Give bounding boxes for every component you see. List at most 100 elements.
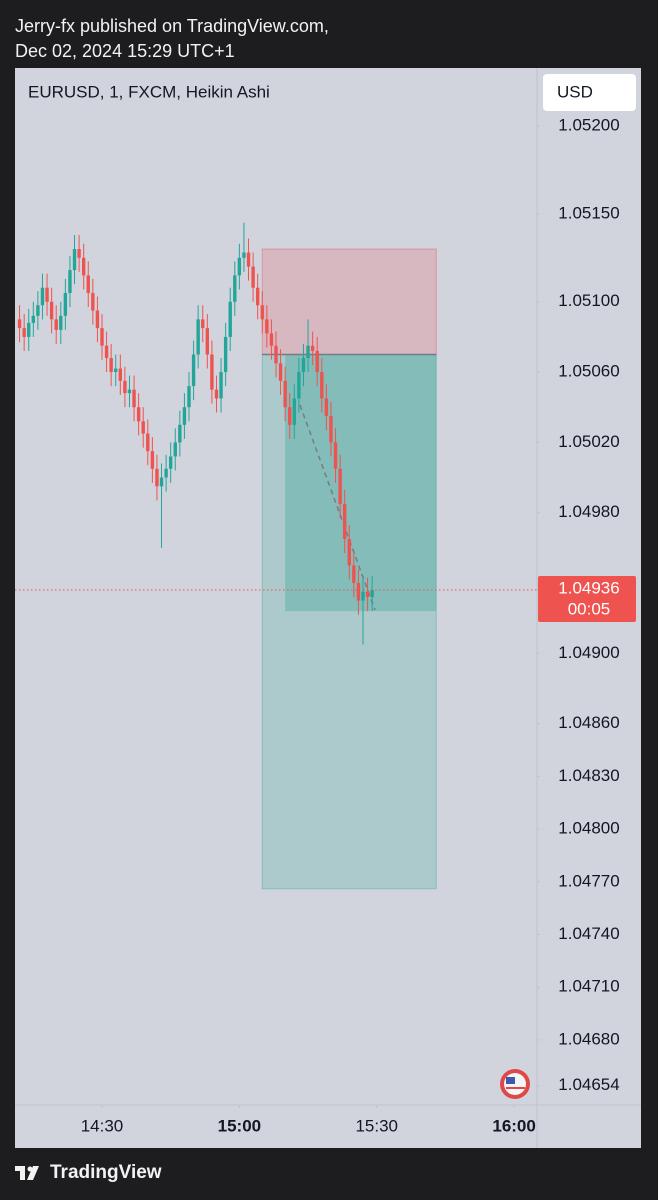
candle-body — [297, 372, 301, 399]
candle — [219, 358, 223, 413]
y-tick-label: 1.04740 — [558, 924, 619, 943]
candle — [68, 256, 72, 308]
y-tick-label: 1.04900 — [558, 643, 619, 662]
candle — [114, 354, 118, 387]
candle — [283, 366, 287, 422]
candle — [352, 551, 356, 598]
candle — [132, 375, 136, 422]
candle — [205, 314, 210, 369]
candle-body — [17, 319, 22, 329]
footer-logo — [15, 1166, 39, 1180]
x-tick-label: 15:00 — [218, 1116, 261, 1135]
candle-body — [255, 287, 260, 306]
candle-body — [123, 380, 127, 394]
candle — [159, 463, 164, 548]
candle-body — [196, 319, 200, 355]
candle — [141, 407, 145, 448]
candle-body — [168, 456, 173, 469]
candle — [301, 343, 306, 387]
candle — [54, 305, 58, 344]
candle-body — [114, 368, 118, 373]
candle — [237, 243, 242, 290]
candle — [320, 358, 324, 413]
y-tick-label: 1.05060 — [558, 362, 619, 381]
candle — [329, 401, 333, 457]
y-tick-label: 1.04830 — [558, 766, 619, 785]
candle-body — [292, 398, 297, 425]
candle — [22, 314, 26, 351]
candle-body — [228, 301, 232, 337]
candle-body — [361, 591, 365, 601]
flag-icon — [500, 1069, 530, 1099]
candle-body — [109, 358, 113, 373]
candle — [178, 410, 182, 457]
candle — [146, 419, 150, 466]
candle-body — [146, 433, 150, 452]
candle — [27, 308, 31, 351]
candle-body — [251, 266, 255, 288]
candle — [17, 305, 22, 343]
candle-body — [329, 416, 333, 443]
candle — [40, 273, 45, 320]
candle — [155, 454, 159, 501]
y-tick-label: 1.04980 — [558, 502, 619, 521]
candle — [45, 273, 49, 316]
candle-body — [72, 249, 77, 271]
candle-body — [260, 305, 264, 320]
last-price-tag — [538, 576, 636, 623]
candle — [168, 442, 173, 483]
candle-body — [265, 319, 269, 334]
candle — [31, 301, 36, 337]
x-tick-label: 15:30 — [355, 1116, 398, 1135]
candle — [118, 354, 123, 395]
candle-body — [365, 591, 370, 598]
candle-body — [59, 315, 63, 330]
candle-body — [237, 257, 242, 276]
candle — [361, 577, 365, 645]
candle — [91, 278, 95, 325]
stop-zone — [261, 248, 437, 355]
footer-brand: TradingView — [50, 1162, 162, 1183]
candle — [274, 331, 278, 378]
candle — [347, 524, 351, 580]
candle — [196, 305, 200, 369]
currency-button[interactable] — [543, 74, 636, 111]
candle-body — [127, 389, 132, 394]
candle — [109, 343, 113, 387]
candle — [86, 261, 90, 308]
candle-body — [54, 319, 58, 330]
candle — [164, 454, 168, 492]
y-tick-label: 1.04654 — [558, 1075, 619, 1094]
candle — [187, 372, 191, 422]
candle — [95, 296, 100, 343]
candle-body — [77, 249, 81, 258]
y-tick-label: 1.04680 — [558, 1029, 619, 1048]
candle-body — [288, 407, 292, 425]
candle-body — [342, 503, 347, 540]
projection-arrow — [299, 404, 376, 611]
candle-body — [100, 328, 104, 346]
candle — [292, 384, 297, 439]
candle — [210, 340, 214, 404]
candle-body — [173, 442, 177, 457]
candle-body — [306, 345, 310, 359]
candle — [182, 393, 187, 439]
currency[interactable]: USD — [557, 82, 593, 101]
candle — [310, 331, 315, 366]
candle — [201, 305, 205, 343]
candle-body — [68, 270, 72, 293]
y-tick-label: 1.04860 — [558, 713, 619, 732]
candle — [228, 287, 232, 351]
candle-body — [81, 257, 86, 276]
candle — [315, 336, 319, 387]
candle — [123, 366, 127, 408]
candle-body — [187, 386, 191, 408]
candle — [242, 222, 246, 272]
candle-body — [159, 477, 164, 487]
candle-body — [27, 322, 31, 337]
candle — [136, 393, 141, 436]
candle — [370, 575, 374, 612]
candle-body — [274, 345, 278, 364]
